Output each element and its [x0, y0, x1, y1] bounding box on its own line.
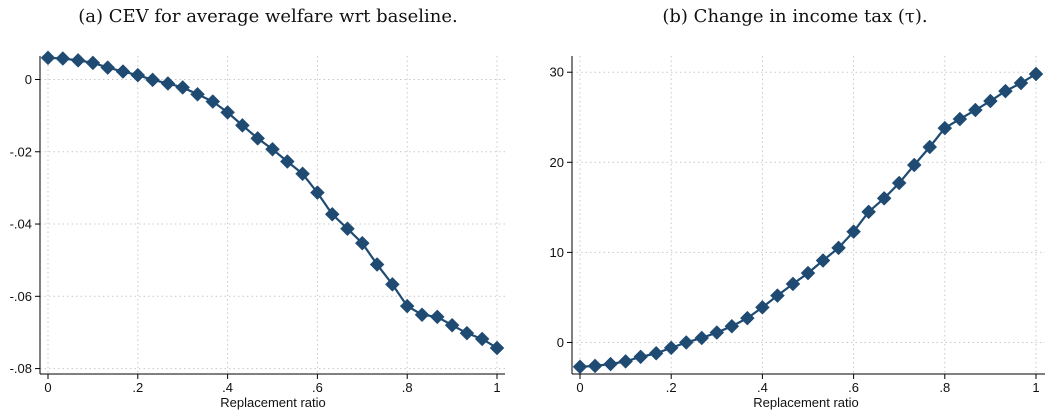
panel-b-data-point-19 — [861, 204, 877, 220]
panel-a-ytick-label-0: 0 — [25, 72, 32, 87]
panel-a-data-point-27 — [444, 317, 460, 333]
panel-a-data-point-18 — [310, 185, 325, 200]
panel-b-data-point-6 — [663, 340, 679, 356]
panel-b-data-point-30 — [1028, 66, 1044, 82]
panel-b-xlabel: Replacement ratio — [753, 395, 859, 410]
panel-b-data-point-17 — [831, 240, 846, 256]
panel-b-data-point-9 — [709, 325, 725, 340]
panel-a-xtick-label-3: .6 — [312, 380, 323, 395]
panel-a-caption: (a) CEV for average welfare wrt baseline… — [78, 6, 458, 27]
panel-b-data-point-4 — [633, 349, 649, 365]
panel-a-data-point-8 — [160, 76, 176, 91]
panel-b-data-point-0 — [572, 359, 588, 375]
panel-a-data-point-4 — [100, 60, 116, 75]
panel-a-data-point-11 — [205, 94, 221, 109]
panel-b-data-point-10 — [724, 318, 740, 334]
panel-b-data-point-1 — [587, 358, 603, 374]
panel-b-data-point-24 — [937, 120, 953, 136]
panel-a-data-point-0 — [40, 50, 56, 66]
panel-a-ytick-label-3: -.06 — [10, 289, 32, 304]
panel-b-data-point-22 — [906, 157, 922, 173]
panel-b-data-point-11 — [739, 310, 755, 326]
panel-a-xtick-label-5: 1 — [493, 380, 500, 395]
panel-b-data-point-20 — [876, 190, 892, 206]
panel-b-xtick-label-1: .2 — [666, 380, 677, 395]
panel-a-data-point-19 — [324, 206, 340, 222]
panel-b-ytick-label-3: 30 — [550, 65, 564, 80]
panel-b-data-point-14 — [785, 276, 801, 292]
panel-b-data-point-8 — [694, 330, 710, 346]
panel-a-data-point-5 — [115, 64, 131, 79]
panel-a-plot: 0 .2 .4 .6 .8 1 0 -.02 -.04 -.06 -.08 — [10, 50, 505, 395]
panel-b-xtick-label-4: .8 — [939, 380, 950, 395]
panel-b-data-point-25 — [952, 111, 968, 127]
panel-a-data-point-29 — [474, 331, 490, 347]
panel-a-data-point-25 — [414, 307, 430, 323]
panel-a-xtick-label-1: .2 — [132, 380, 143, 395]
panel-a-data-point-7 — [145, 72, 160, 88]
panel-a-data-point-20 — [340, 221, 355, 237]
panel-b-data-point-16 — [815, 253, 831, 268]
panel-b-data-point-26 — [967, 102, 983, 118]
panel-b-data-point-13 — [770, 288, 785, 303]
panel-b-data-point-5 — [648, 345, 664, 361]
panel-b-data-point-15 — [800, 265, 816, 281]
panel-b-data-point-18 — [846, 224, 861, 240]
panel-b-data-point-21 — [891, 175, 907, 191]
panel-a-series-line — [47, 56, 498, 349]
panel-b-data-point-29 — [1013, 75, 1029, 91]
panel-b-ytick-label-0: 0 — [557, 335, 564, 350]
panel-b-data-point-27 — [983, 93, 998, 109]
panel-a-data-point-15 — [265, 141, 280, 157]
panel-a-data-point-24 — [399, 298, 415, 314]
panel-b-data-point-3 — [618, 354, 633, 369]
panel-a-data-point-3 — [85, 55, 101, 71]
panel-a-data-point-10 — [190, 86, 205, 102]
panel-a-xlabel: Replacement ratio — [220, 395, 326, 410]
panel-a-xtick-label-2: .4 — [222, 380, 233, 395]
panel-b-ytick-label-2: 20 — [550, 155, 564, 170]
panel-a-data-point-28 — [459, 325, 475, 341]
panel-b-caption: (b) Change in income tax (τ). — [662, 6, 927, 27]
panel-a-data-point-6 — [130, 67, 146, 83]
panel-a-data-point-16 — [279, 154, 295, 169]
panel-b-data-point-2 — [603, 356, 618, 372]
panel-a-xtick-label-0: 0 — [44, 380, 51, 395]
panel-a-data-point-2 — [70, 52, 86, 68]
panel-a-data-point-1 — [55, 51, 71, 66]
panel-a-data-point-17 — [295, 166, 310, 182]
panel-b-xtick-label-5: 1 — [1032, 380, 1039, 395]
panel-b-series-line — [579, 73, 1037, 368]
panel-a-data-point-21 — [354, 235, 370, 251]
panel-a-data-point-14 — [250, 131, 266, 146]
panel-b-xtick-label-3: .6 — [848, 380, 859, 395]
panel-b-data-point-12 — [755, 299, 770, 315]
panel-b-data-point-28 — [998, 83, 1013, 99]
panel-a-data-point-26 — [429, 309, 445, 325]
panel-a-data-point-22 — [369, 257, 385, 272]
panel-b-data-point-23 — [922, 139, 938, 155]
panel-b-xtick-label-2: .4 — [757, 380, 768, 395]
panel-a-ytick-label-4: -.08 — [10, 361, 32, 376]
panel-a-ytick-label-2: -.04 — [10, 217, 32, 232]
panel-a-xtick-label-4: .8 — [402, 380, 413, 395]
panel-b-xtick-label-0: 0 — [576, 380, 583, 395]
panel-a-data-point-30 — [489, 340, 505, 356]
panel-a-data-point-9 — [175, 80, 191, 95]
panel-b-data-point-7 — [678, 335, 694, 350]
panel-a-ytick-label-1: -.02 — [10, 144, 32, 159]
panel-a-data-point-13 — [235, 118, 250, 133]
panel-a-data-point-12 — [220, 105, 235, 120]
panel-b-ytick-label-1: 10 — [550, 245, 564, 260]
panel-a-data-point-23 — [385, 277, 400, 292]
